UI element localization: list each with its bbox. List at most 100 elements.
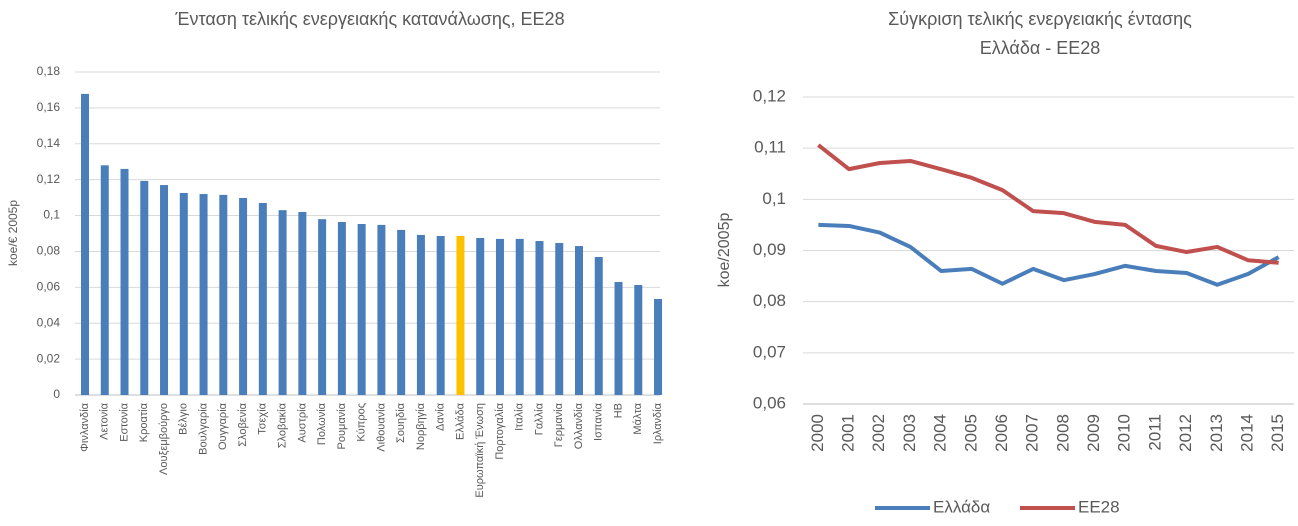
y-axis-label: koe/2005p — [716, 213, 733, 288]
x-tick-label: Ευρωπαϊκή Ένωση — [474, 403, 486, 498]
y-tick-label: 0,12 — [37, 172, 61, 186]
x-tick-label: Πορτογαλία — [494, 402, 506, 459]
x-tick-label: Ιταλία — [514, 402, 526, 431]
x-tick-label: Ρουμανία — [336, 402, 348, 449]
bar — [654, 298, 663, 395]
x-tick-label: Δανία — [435, 402, 447, 431]
y-tick-label: 0,08 — [37, 244, 61, 258]
x-tick-label: Σλοβακία — [277, 402, 289, 448]
y-tick-label: 0,14 — [37, 136, 61, 150]
bar — [278, 210, 287, 395]
x-tick-label: Λουξεμβούργο — [158, 403, 170, 475]
y-tick-label: 0,06 — [753, 393, 786, 412]
y-axis-label: koe/€ 2005p — [6, 200, 20, 266]
x-tick-label: Γαλλία — [533, 402, 545, 435]
bar — [476, 237, 485, 395]
bar — [337, 222, 346, 395]
line — [818, 222, 1280, 287]
x-tick-label: Φινλανδία — [79, 402, 91, 451]
bar — [160, 185, 169, 395]
x-tick-label: Νορβηγία — [415, 402, 427, 450]
y-tick-label: 0,1 — [762, 189, 786, 208]
bar — [515, 238, 524, 395]
line-chart: Σύγκριση τελικής ενεργειακής έντασης Ελλ… — [716, 9, 1294, 516]
x-tick-label: Ουγγαρία — [217, 402, 229, 450]
bar — [456, 236, 465, 395]
chart-title: Ένταση τελικής ενεργειακής κατανάλωσης, … — [174, 9, 564, 29]
x-tick-label: Σλοβενία — [237, 402, 249, 446]
x-tick-label: Λιθουανία — [375, 402, 387, 451]
x-tick-label: 2003 — [900, 414, 919, 452]
legend-label: Ελλάδα — [933, 497, 990, 516]
x-tick-label: Βουλγαρία — [197, 402, 209, 455]
x-tick-label: 2006 — [992, 414, 1011, 452]
bar — [239, 197, 248, 395]
bar — [100, 165, 109, 395]
x-tick-label: Ιρλανδία — [652, 402, 664, 444]
bar — [377, 224, 386, 395]
bar — [357, 223, 366, 395]
x-tick-label: 2007 — [1023, 414, 1042, 452]
x-tick-label: 2000 — [808, 414, 827, 452]
x-tick-label: Λετονία — [99, 402, 111, 440]
bar — [397, 229, 406, 395]
bar — [298, 211, 307, 395]
x-tick-label: Ελλάδα — [454, 402, 466, 440]
y-tick-label: 0,18 — [37, 64, 61, 78]
bar — [258, 202, 267, 395]
x-tick-label: Αυστρία — [296, 402, 308, 442]
x-tick-label: 2002 — [869, 414, 888, 452]
x-tick-label: Κροατία — [138, 402, 150, 442]
bar — [318, 219, 327, 395]
x-tick-label: 2005 — [961, 414, 980, 452]
bar — [555, 243, 564, 395]
x-tick-label: Ολλανδία — [573, 402, 585, 449]
bar — [495, 238, 504, 395]
y-tick-label: 0,07 — [753, 342, 786, 361]
y-tick-label: 0,08 — [753, 291, 786, 310]
x-tick-label: 2015 — [1268, 414, 1287, 452]
bar — [199, 194, 208, 395]
bar — [179, 192, 188, 395]
y-tick-label: 0,16 — [37, 100, 61, 114]
x-tick-label: Βέλγιο — [178, 403, 190, 435]
x-tick-label: 2011 — [1145, 414, 1164, 451]
x-tick-label: 2014 — [1237, 414, 1256, 452]
legend-label: ΕΕ28 — [1078, 497, 1120, 516]
x-tick-label: 2013 — [1207, 414, 1226, 452]
x-tick-label: Ισπανία — [593, 402, 605, 441]
chart-title: Σύγκριση τελικής ενεργειακής έντασης — [888, 9, 1192, 29]
y-tick-label: 0,06 — [37, 280, 61, 294]
x-tick-label: Μάλτα — [632, 402, 644, 434]
bar — [594, 257, 603, 395]
line — [817, 143, 1279, 265]
x-tick-label: Εστονία — [118, 402, 130, 441]
x-tick-label: 2001 — [839, 414, 858, 452]
bar — [436, 236, 445, 395]
y-tick-label: 0,02 — [37, 351, 61, 365]
y-tick-label: 0 — [53, 387, 60, 401]
x-tick-label: Σουηδία — [395, 402, 407, 443]
x-tick-label: Κύπρος — [356, 403, 368, 442]
x-tick-label: 2009 — [1084, 414, 1103, 452]
bar — [140, 180, 149, 395]
bar — [120, 168, 129, 395]
bar — [634, 285, 643, 395]
bar — [416, 234, 425, 395]
bar-chart: Ένταση τελικής ενεργειακής κατανάλωσης, … — [6, 9, 664, 498]
y-tick-label: 0,04 — [37, 315, 61, 329]
x-tick-label: Πολωνία — [316, 402, 328, 445]
x-tick-label: Γερμανία — [553, 402, 565, 447]
x-tick-label: 2004 — [931, 414, 950, 452]
chart-title: Ελλάδα - ΕΕ28 — [980, 38, 1101, 58]
bar — [614, 281, 623, 395]
bar — [535, 241, 544, 395]
bar — [81, 93, 89, 396]
x-tick-label: ΗΒ — [612, 403, 624, 418]
y-tick-label: 0,12 — [753, 86, 786, 105]
y-tick-label: 0,09 — [753, 240, 786, 259]
x-tick-label: 2010 — [1115, 414, 1134, 452]
x-tick-label: 2008 — [1053, 414, 1072, 452]
